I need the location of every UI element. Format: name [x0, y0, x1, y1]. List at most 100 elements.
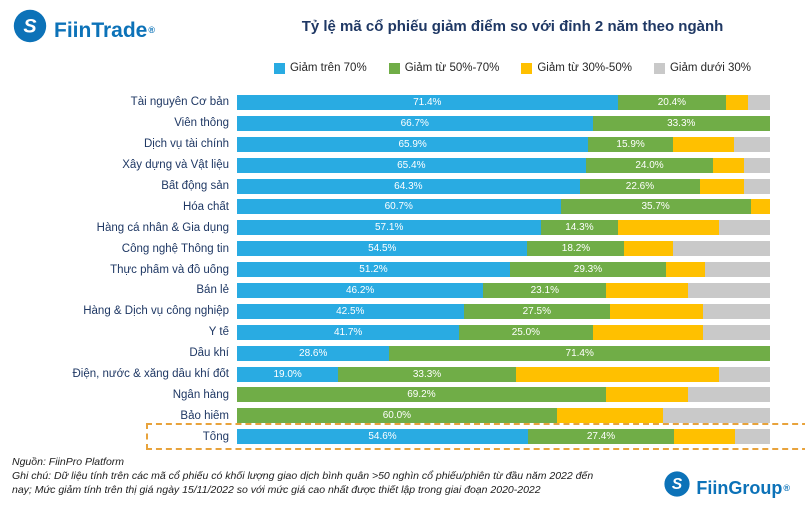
bar-segment-30to50 [674, 429, 735, 445]
registered-mark-icon: ® [148, 25, 155, 35]
footer-source: Nguồn: FiinPro Platform [12, 456, 125, 468]
legend-item: Giảm từ 30%-50% [521, 62, 632, 74]
chart-row: Y tế 41.7% 25.0% [0, 322, 798, 343]
svg-text:S: S [23, 15, 36, 37]
legend-swatch [273, 62, 285, 74]
chart-row: Hàng & Dịch vụ công nghiệp 42.5% 27.5% [0, 301, 798, 322]
chart-row: Công nghệ Thông tin 54.5% 18.2% [0, 238, 798, 259]
bar-segment-30to50 [610, 303, 704, 319]
bar-segment-under30 [688, 282, 770, 298]
bar-segment-30to50 [515, 366, 719, 382]
chart-legend: Giảm trên 70% Giảm từ 50%-70% Giảm từ 30%-… [230, 62, 795, 74]
bar-track: 42.5% 27.5% [237, 303, 770, 319]
bar-segment-50to70: 33.3% [592, 115, 770, 131]
chart-row: Điện, nước & xăng dầu khí đốt 19.0% 33.3% [0, 364, 798, 385]
bar-segment-30to50 [605, 387, 688, 403]
bar-track: 60.0% [237, 408, 770, 424]
footer-note: Ghi chú: Dữ liệu tính trên các mã cổ phi… [12, 470, 594, 496]
category-label: Xây dựng và Vật liệu [122, 159, 229, 172]
bar-track: 54.6% 27.4% [237, 429, 770, 445]
bar-segment-30to50 [606, 282, 689, 298]
bar-segment-under30 [687, 387, 770, 403]
bar-track: 65.9% 15.9% [237, 136, 770, 152]
bar-track: 41.7% 25.0% [237, 324, 770, 340]
bar-segment-over70: 64.3% [237, 178, 580, 194]
bar-segment-50to70: 29.3% [509, 262, 667, 278]
bar-segment-30to50 [617, 220, 719, 236]
chart-row: Viễn thông 66.7% 33.3% [0, 113, 798, 134]
chart-row: Ngân hàng 69.2% [0, 384, 798, 405]
bar-segment-over70: 28.6% [237, 345, 390, 361]
category-label: Hàng & Dịch vụ công nghiệp [83, 305, 229, 318]
bar-segment-under30 [704, 262, 770, 278]
bar-track: 57.1% 14.3% [237, 220, 770, 236]
bar-track: 19.0% 33.3% [237, 366, 770, 382]
legend-label: Giảm từ 50%-70% [404, 62, 500, 74]
fiintrade-logo-text: FiinTrade® [54, 19, 155, 42]
legend-item: Giảm trên 70% [273, 62, 367, 74]
category-label: Hóa chất [182, 200, 229, 213]
bar-track: 65.4% 24.0% [237, 157, 770, 173]
chart-row: Thực phẩm và đồ uống 51.2% 29.3% [0, 259, 798, 280]
category-label: Dầu khí [189, 347, 229, 360]
bar-segment-30to50 [713, 157, 745, 173]
chart-row: Bán lẻ 46.2% 23.1% [0, 280, 798, 301]
bar-segment-over70: 51.2% [237, 262, 510, 278]
chart-area: Tài nguyên Cơ bản 71.4% 20.4% Viễn thông 66.… [0, 92, 805, 451]
chart-row: Hóa chất 60.7% 35.7% [0, 196, 798, 217]
bar-segment-over70: 71.4% [237, 94, 618, 110]
category-label: Thực phẩm và đồ uống [110, 263, 229, 276]
bar-segment-30to50 [700, 178, 745, 194]
legend-swatch [388, 62, 400, 74]
fiingroup-logo-text: FiinGroup® [696, 478, 790, 498]
bar-segment-50to70: 60.0% [237, 408, 557, 424]
category-label: Hàng cá nhân & Gia dụng [96, 221, 229, 234]
category-label: Điện, nước & xăng dầu khí đốt [72, 368, 229, 381]
fiintrade-logo-icon: S [12, 8, 48, 49]
bar-segment-over70: 41.7% [237, 324, 460, 340]
bar-track: 51.2% 29.3% [237, 262, 770, 278]
bar-segment-over70: 54.5% [237, 241, 528, 257]
chart-row: Bất động sản 64.3% 22.6% [0, 176, 798, 197]
fiingroup-logo-icon: S [663, 470, 691, 503]
bar-segment-over70: 66.7% [237, 115, 593, 131]
legend-label: Giảm dưới 30% [669, 62, 752, 74]
legend-swatch [521, 62, 533, 74]
svg-text:S: S [672, 476, 683, 493]
bar-segment-under30 [744, 178, 770, 194]
bar-segment-30to50 [672, 136, 734, 152]
fiingroup-logo: S FiinGroup® [663, 470, 790, 503]
bar-track: 28.6% 71.4% [237, 345, 770, 361]
chart-row: Dịch vụ tài chính 65.9% 15.9% [0, 134, 798, 155]
bar-track: 69.2% [237, 387, 770, 403]
bar-segment-under30 [703, 303, 770, 319]
legend-item: Giảm dưới 30% [653, 62, 752, 74]
bar-segment-50to70: 69.2% [237, 387, 606, 403]
category-label: Y tế [208, 326, 229, 339]
bar-segment-30to50 [666, 262, 705, 278]
bar-segment-over70: 19.0% [237, 366, 339, 382]
bar-segment-50to70: 27.5% [463, 303, 611, 319]
chart-row: Xây dựng và Vật liệu 65.4% 24.0% [0, 155, 798, 176]
fiintrade-logo: S FiinTrade® [12, 8, 155, 49]
chart-row: Hàng cá nhân & Gia dụng 57.1% 14.3% [0, 217, 798, 238]
category-label: Bán lẻ [196, 284, 229, 297]
category-label: Bất động sản [161, 180, 229, 192]
bar-segment-30to50 [592, 324, 704, 340]
chart-rows: Tài nguyên Cơ bản 71.4% 20.4% Viễn thông 66.… [0, 92, 805, 451]
bar-segment-50to70: 22.6% [579, 178, 701, 194]
bar-segment-over70: 65.4% [237, 157, 586, 173]
bar-segment-over70: 42.5% [237, 303, 464, 319]
legend-item: Giảm từ 50%-70% [388, 62, 500, 74]
bar-segment-30to50 [750, 199, 770, 215]
bar-track: 71.4% 20.4% [237, 94, 770, 110]
chart-row: Bảo hiểm 60.0% [0, 405, 798, 426]
bar-segment-under30 [734, 429, 770, 445]
bar-segment-50to70: 27.4% [528, 429, 675, 445]
bar-segment-under30 [663, 408, 770, 424]
bar-segment-50to70: 14.3% [541, 220, 618, 236]
category-label: Tài nguyên Cơ bản [130, 96, 229, 109]
bar-track: 64.3% 22.6% [237, 178, 770, 194]
bar-segment-30to50 [624, 241, 673, 257]
page-title: Tỷ lệ mã cổ phiếu giảm điểm so với đỉnh … [301, 18, 724, 35]
